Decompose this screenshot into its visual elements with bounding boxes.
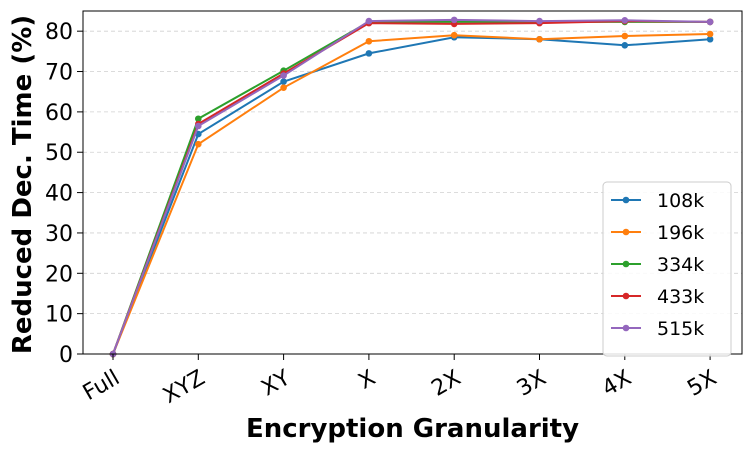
data-point — [621, 16, 629, 24]
y-tick-label: 60 — [45, 101, 73, 126]
y-axis-ticks: 0 10 20 30 40 50 60 70 80 — [45, 20, 83, 368]
legend-item: 196k — [611, 222, 704, 244]
legend-label: 515k — [657, 318, 704, 340]
data-point — [365, 17, 373, 25]
legend-item: 334k — [611, 254, 704, 276]
data-point — [621, 42, 629, 49]
x-tick-label: XY — [257, 365, 295, 401]
y-tick-label: 50 — [45, 141, 73, 166]
data-point — [706, 30, 714, 38]
legend-marker — [622, 196, 630, 204]
data-point — [450, 16, 458, 24]
x-tick-label: Full — [79, 366, 124, 406]
data-point — [195, 140, 202, 148]
y-tick-label: 80 — [45, 20, 73, 45]
x-tick-label: X — [354, 366, 380, 395]
data-point — [450, 31, 458, 39]
data-point — [195, 115, 202, 123]
data-point — [621, 32, 629, 40]
series-515k — [109, 16, 714, 358]
data-point — [706, 35, 714, 43]
x-tick-label: 3X — [513, 366, 551, 402]
y-tick-label: 0 — [59, 343, 73, 368]
series-line — [112, 36, 711, 355]
data-point — [280, 84, 287, 91]
legend-label: 108k — [657, 190, 704, 212]
data-point — [195, 122, 202, 130]
legend-label: 196k — [657, 222, 704, 244]
legend: 108k 196k 334k 433k 515k — [602, 181, 732, 357]
y-tick-label: 40 — [45, 182, 73, 207]
plot-frame — [82, 10, 743, 355]
data-point — [365, 37, 373, 45]
x-axis-label: Encryption Granularity — [246, 414, 579, 444]
x-tick-label: XYZ — [159, 366, 209, 409]
series-group — [109, 16, 714, 358]
series-line — [112, 33, 711, 355]
legend-label: 433k — [657, 286, 704, 308]
data-point — [280, 78, 287, 85]
x-tick-label: 4X — [598, 366, 636, 402]
legend-marker — [622, 292, 630, 300]
y-tick-label: 30 — [45, 222, 73, 247]
y-tick-label: 10 — [45, 303, 73, 328]
legend-marker — [622, 260, 630, 268]
data-point — [536, 35, 543, 43]
x-tick-label: 5X — [683, 366, 721, 402]
legend-item: 433k — [611, 286, 704, 308]
legend-item: 515k — [611, 318, 704, 340]
series-line — [112, 20, 711, 355]
x-axis-ticks: Full XYZ XY X 2X 3X 4X 5X — [79, 354, 721, 409]
y-axis-label: Reduced Dec. Time (%) — [8, 15, 38, 354]
x-tick-label: 2X — [428, 366, 466, 402]
legend-marker — [622, 324, 630, 332]
data-point — [365, 50, 373, 57]
legend-box — [602, 181, 732, 357]
legend-marker — [622, 228, 630, 236]
data-point — [706, 18, 714, 26]
legend-item: 108k — [611, 190, 704, 212]
data-point — [536, 17, 543, 25]
series-line — [112, 18, 711, 355]
y-tick-label: 70 — [45, 61, 73, 86]
data-point — [280, 72, 287, 79]
legend-label: 334k — [657, 254, 704, 276]
y-tick-label: 20 — [45, 262, 73, 287]
